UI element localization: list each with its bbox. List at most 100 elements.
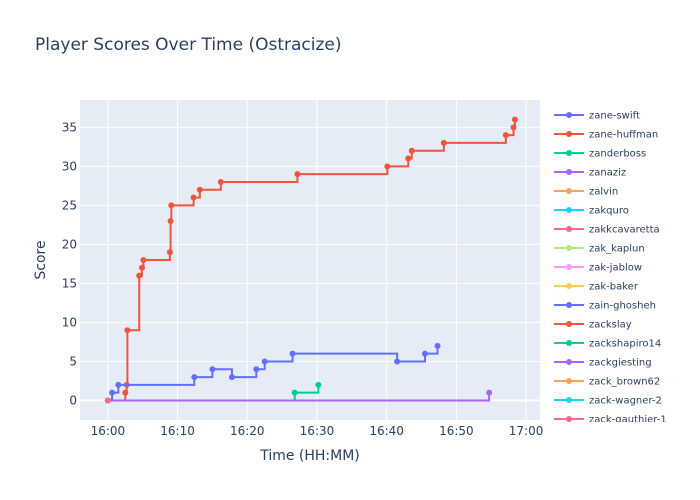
legend-swatch-marker	[566, 416, 572, 422]
legend-item: zak-jablow	[554, 263, 642, 274]
data-point	[191, 374, 198, 381]
chart-title: Player Scores Over Time (Ostracize)	[35, 35, 342, 55]
legend-item: zak-baker	[554, 282, 639, 293]
y-tick-label: 30	[62, 159, 77, 173]
legend-label: zain-ghosheh	[589, 301, 656, 312]
legend-label: zakquro	[589, 206, 629, 217]
legend-swatch-marker	[566, 150, 572, 156]
data-point	[104, 397, 111, 404]
data-point	[139, 264, 146, 271]
legend-item: zackgiesting	[554, 358, 652, 369]
legend-label: zane-swift	[589, 111, 640, 122]
legend-swatch-marker	[566, 112, 572, 118]
data-point	[394, 358, 401, 365]
y-tick-label: 5	[69, 354, 77, 368]
y-tick-label: 25	[62, 198, 77, 212]
data-point	[434, 342, 441, 349]
x-tick-label: 17:00	[509, 424, 544, 438]
data-point	[261, 358, 268, 365]
y-axis-label: Score	[33, 240, 49, 279]
legend-item: zane-swift	[554, 111, 640, 122]
legend-item: zanaziz	[554, 168, 626, 179]
y-tick-label: 35	[62, 120, 77, 134]
legend-item: zanderboss	[554, 149, 646, 160]
data-point	[511, 116, 518, 123]
legend-label: zack-gauthier-1	[589, 415, 667, 426]
x-tick-label: 16:20	[230, 424, 265, 438]
data-point	[168, 202, 175, 209]
data-point	[289, 350, 296, 357]
y-tick-labels: 0 5 10 15 20 25 30 35	[62, 120, 77, 407]
legend-swatch-marker	[566, 321, 572, 327]
legend-item: zackslay	[554, 320, 632, 331]
legend-item: zack-wagner-2	[554, 396, 662, 407]
data-point	[253, 366, 260, 373]
legend-swatch-marker	[566, 188, 572, 194]
legend-label: zakkcavaretta	[589, 225, 660, 236]
y-tick-label: 20	[62, 237, 77, 251]
legend-swatch-marker	[566, 226, 572, 232]
data-point	[122, 389, 129, 396]
legend: zane-swift zane-huffman zanderboss zanaziz z…	[554, 111, 667, 426]
x-tick-labels: 16:00 16:10 16:20 16:30 16:40 16:50 17:00	[91, 424, 544, 438]
legend-label: zane-huffman	[589, 130, 658, 141]
legend-label: zack-wagner-2	[589, 396, 662, 407]
legend-item: zak_kaplun	[554, 244, 645, 255]
legend-label: zanaziz	[589, 168, 626, 179]
data-point	[294, 171, 301, 178]
legend-item: zain-ghosheh	[554, 301, 656, 312]
legend-item: zane-huffman	[554, 130, 658, 141]
data-point	[124, 327, 131, 334]
legend-item: zakkcavaretta	[554, 225, 660, 236]
data-point	[140, 257, 147, 263]
legend-swatch-marker	[566, 302, 572, 308]
legend-swatch-marker	[566, 359, 572, 365]
data-point	[196, 186, 203, 193]
series-layer	[104, 116, 518, 404]
legend-swatch-marker	[566, 131, 572, 137]
data-point	[384, 163, 391, 170]
series-zane-huffman	[104, 116, 518, 404]
legend-swatch-marker	[566, 378, 572, 384]
legend-item: zalvin	[554, 187, 618, 198]
data-point	[422, 350, 428, 357]
data-point	[315, 381, 322, 388]
legend-label: zak-jablow	[589, 263, 642, 274]
y-tick-label: 10	[62, 315, 77, 329]
x-tick-label: 16:00	[91, 424, 126, 438]
data-point	[115, 381, 122, 388]
legend-swatch-marker	[566, 397, 572, 403]
data-point	[405, 155, 412, 162]
data-point	[228, 374, 235, 381]
legend-swatch-marker	[566, 283, 572, 289]
x-tick-label: 16:40	[369, 424, 404, 438]
x-tick-label: 16:50	[439, 424, 474, 438]
series-zack-gauthier-1	[104, 397, 111, 404]
y-tick-label: 15	[62, 276, 77, 290]
x-tick-label: 16:30	[300, 424, 335, 438]
legend-label: zak-baker	[589, 282, 639, 293]
data-point	[510, 124, 517, 131]
legend-label: zackslay	[589, 320, 632, 331]
data-point	[190, 194, 197, 201]
x-tick-label: 16:10	[160, 424, 195, 438]
legend-swatch-marker	[566, 245, 572, 251]
data-point	[408, 147, 415, 154]
legend-swatch-marker	[566, 340, 572, 346]
legend-label: zanderboss	[589, 149, 646, 160]
data-point	[486, 389, 493, 396]
legend-item: zackshapiro14	[554, 339, 661, 350]
data-point	[109, 389, 116, 396]
data-point	[502, 132, 509, 139]
legend-item: zack_brown62	[554, 377, 660, 388]
x-axis-label: Time (HH:MM)	[259, 448, 360, 464]
legend-label: zack_brown62	[589, 377, 660, 388]
legend-swatch-marker	[566, 264, 572, 270]
data-point	[166, 249, 173, 256]
legend-swatch-marker	[566, 207, 572, 213]
legend-item: zakquro	[554, 206, 629, 217]
data-point	[217, 178, 224, 185]
y-tick-label: 0	[69, 393, 77, 407]
data-point	[136, 272, 143, 279]
